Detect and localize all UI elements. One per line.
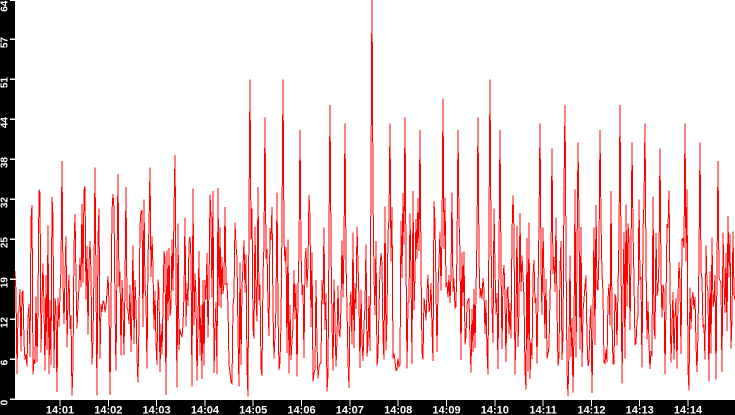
svg-text:14:04: 14:04 xyxy=(191,405,220,415)
svg-text:14:06: 14:06 xyxy=(287,405,315,415)
svg-text:14:07: 14:07 xyxy=(336,405,364,415)
svg-text:14:14: 14:14 xyxy=(674,405,703,415)
svg-text:38: 38 xyxy=(0,157,11,169)
svg-text:14:12: 14:12 xyxy=(577,405,605,415)
svg-text:6: 6 xyxy=(0,359,11,365)
svg-text:57: 57 xyxy=(0,37,11,49)
svg-text:44: 44 xyxy=(0,117,11,129)
svg-text:14:10: 14:10 xyxy=(481,405,509,415)
svg-text:14:05: 14:05 xyxy=(239,405,267,415)
svg-text:14:02: 14:02 xyxy=(94,405,122,415)
svg-text:14:09: 14:09 xyxy=(432,405,460,415)
svg-text:14:01: 14:01 xyxy=(46,405,74,415)
svg-text:51: 51 xyxy=(0,77,11,89)
svg-text:12: 12 xyxy=(0,317,11,329)
svg-text:64: 64 xyxy=(0,0,11,12)
svg-text:14:03: 14:03 xyxy=(143,405,171,415)
svg-text:25: 25 xyxy=(0,237,11,249)
svg-text:14:08: 14:08 xyxy=(384,405,412,415)
svg-text:14:13: 14:13 xyxy=(626,405,654,415)
svg-text:14:11: 14:11 xyxy=(529,405,557,415)
svg-text:32: 32 xyxy=(0,197,11,209)
svg-text:0: 0 xyxy=(0,399,11,405)
svg-text:19: 19 xyxy=(0,277,11,289)
